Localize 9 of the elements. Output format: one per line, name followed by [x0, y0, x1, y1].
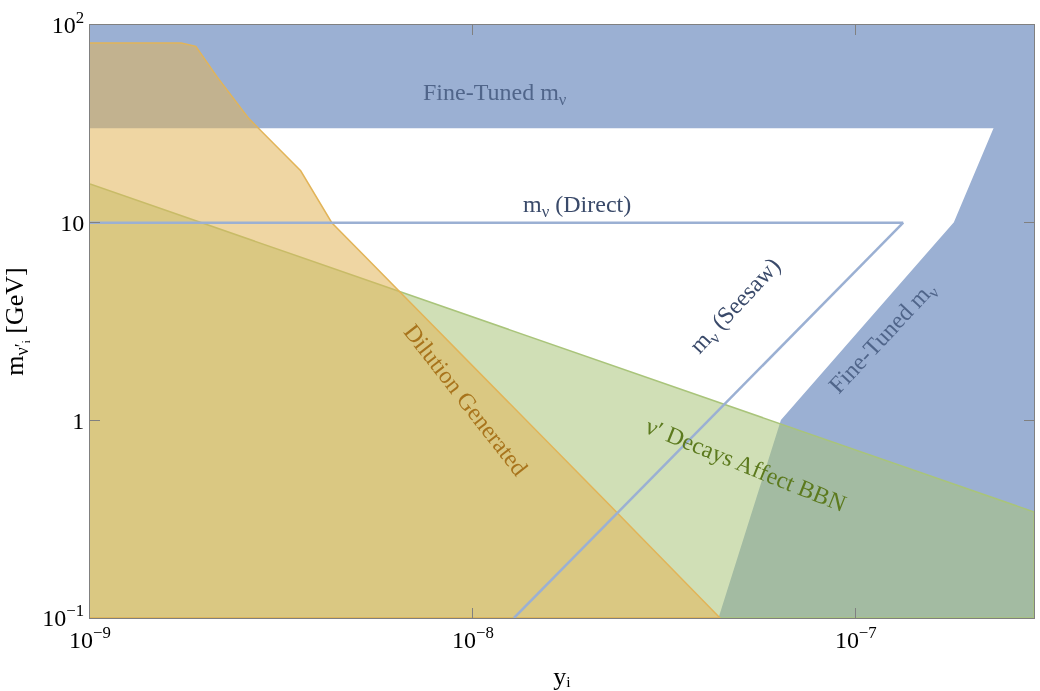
y-tick-label: 10 [60, 210, 85, 237]
y-tick-label: 10$^{2}$ [51, 8, 85, 39]
x-tick-label: 10$^{−8}$ [451, 622, 494, 653]
x-tick-label: 10$^{−7}$ [834, 622, 877, 653]
band-label: Fine-Tuned m$_{ν}$ [423, 79, 567, 110]
y-tick-label: 1 [72, 407, 85, 434]
x-axis-title: yᵢ [553, 662, 572, 691]
annotation: ν′ Decays Affect BBN [642, 412, 850, 517]
annotation: m$_{ν}$ (Direct) [523, 191, 632, 222]
